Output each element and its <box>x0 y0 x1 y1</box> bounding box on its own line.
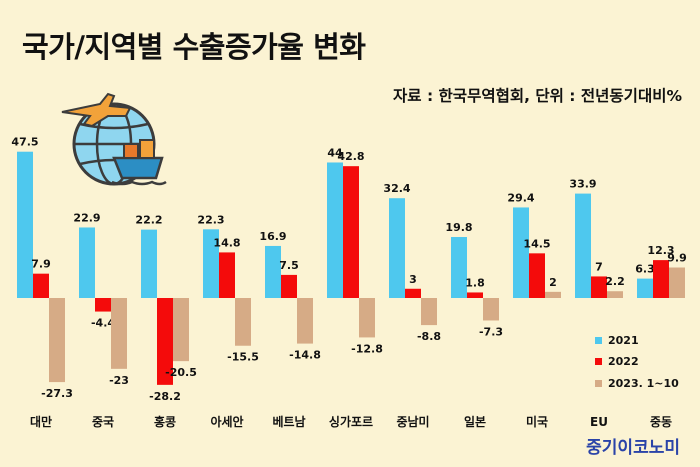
bar-2022-4 <box>281 274 297 298</box>
bar-2023-0 <box>49 298 65 383</box>
bar-2021-8 <box>513 207 529 298</box>
bar-2023-4 <box>297 298 313 344</box>
data-label-2021-6: 32.4 <box>383 182 410 195</box>
data-label-2022-1: -4.4 <box>91 317 115 330</box>
category-label-3: 아세안 <box>210 414 243 429</box>
bar-2023-7 <box>483 298 499 321</box>
category-label-5: 싱가포르 <box>329 414 373 429</box>
data-label-2023-2: -20.5 <box>165 366 197 379</box>
bar-2021-5 <box>327 162 343 298</box>
bar-2022-3 <box>219 252 235 298</box>
category-label-7: 일본 <box>464 415 486 429</box>
legend-swatch-2023 <box>595 380 602 387</box>
bar-2021-6 <box>389 198 405 298</box>
bar-2023-10 <box>669 267 685 298</box>
category-label-4: 베트남 <box>272 414 305 429</box>
bar-2021-2 <box>141 229 157 298</box>
data-label-2022-10: 12.3 <box>647 244 674 257</box>
data-label-2023-10: 9.9 <box>667 252 687 265</box>
legend-label-2021: 2021 <box>608 334 639 347</box>
data-label-2023-4: -14.8 <box>289 349 321 362</box>
category-label-6: 중남미 <box>396 414 429 429</box>
data-label-2022-6: 3 <box>409 273 417 286</box>
data-label-2023-8: 2 <box>549 276 557 289</box>
bar-2022-8 <box>529 253 545 298</box>
bar-2022-2 <box>157 298 173 385</box>
data-label-2021-0: 47.5 <box>11 136 38 149</box>
bar-2022-5 <box>343 166 359 298</box>
bar-2022-9 <box>591 276 607 298</box>
bar-2021-10 <box>637 278 653 298</box>
bar-2023-1 <box>111 298 127 369</box>
legend-item-2021: 2021 <box>595 334 639 347</box>
bar-2023-9 <box>607 291 623 298</box>
bar-2023-3 <box>235 298 251 346</box>
data-label-2023-5: -12.8 <box>351 342 383 355</box>
data-label-2023-9: 2.2 <box>605 275 625 288</box>
data-label-2021-8: 29.4 <box>507 191 534 204</box>
data-label-2021-10: 6.3 <box>635 263 655 276</box>
data-label-2022-2: -28.2 <box>149 390 181 403</box>
bar-2021-0 <box>17 151 33 298</box>
bar-2021-7 <box>451 237 467 298</box>
data-label-2021-2: 22.2 <box>135 214 162 227</box>
bar-2023-2 <box>173 298 189 362</box>
data-label-2022-0: 7.9 <box>31 258 51 271</box>
bar-2023-8 <box>545 291 561 298</box>
bar-2022-10 <box>653 260 669 298</box>
data-label-2021-4: 16.9 <box>259 230 286 243</box>
category-label-10: 중동 <box>650 415 672 429</box>
legend-item-2022: 2022 <box>595 355 639 368</box>
category-label-0: 대만 <box>30 414 52 429</box>
data-label-2023-3: -15.5 <box>227 351 259 364</box>
data-label-2021-9: 33.9 <box>569 178 596 191</box>
bar-2021-3 <box>203 229 219 298</box>
data-label-2021-3: 22.3 <box>197 213 224 226</box>
legend-label-2023: 2023. 1~10 <box>608 377 679 390</box>
data-label-2021-1: 22.9 <box>73 211 100 224</box>
category-label-8: 미국 <box>526 414 548 429</box>
legend-swatch-2022 <box>595 358 602 365</box>
bar-2021-9 <box>575 193 591 298</box>
category-label-1: 중국 <box>92 415 114 429</box>
legend-swatch-2021 <box>595 337 602 344</box>
bar-2021-1 <box>79 227 95 298</box>
legend-item-2023: 2023. 1~10 <box>595 377 679 390</box>
bar-2022-7 <box>467 292 483 298</box>
bar-2022-0 <box>33 273 49 298</box>
globe-trade-icon <box>61 92 167 186</box>
data-label-2022-8: 14.5 <box>523 237 550 250</box>
data-label-2022-4: 7.5 <box>279 259 299 272</box>
data-label-2022-3: 14.8 <box>213 236 240 249</box>
data-label-2021-5: 44 <box>327 146 343 159</box>
category-label-9: EU <box>590 415 608 429</box>
bar-2023-5 <box>359 298 375 338</box>
data-label-2022-9: 7 <box>595 260 603 273</box>
source-note: 자료 : 한국무역협회, 단위 : 전년동기대비% <box>393 87 682 105</box>
bar-2022-1 <box>95 298 111 312</box>
bar-2023-6 <box>421 298 437 326</box>
data-label-2023-0: -27.3 <box>41 387 73 400</box>
data-label-2021-7: 19.8 <box>445 221 472 234</box>
data-label-2022-5: 42.8 <box>337 150 364 163</box>
chart-title: 국가/지역별 수출증가율 변화 <box>22 30 366 64</box>
category-label-2: 홍콩 <box>154 414 176 429</box>
data-label-2023-1: -23 <box>109 374 129 387</box>
data-label-2023-7: -7.3 <box>479 325 503 338</box>
data-label-2022-7: 1.8 <box>465 276 485 289</box>
brand-logo-text: 중기이코노미 <box>586 438 680 458</box>
data-label-2023-6: -8.8 <box>417 330 441 343</box>
legend-label-2022: 2022 <box>608 355 639 368</box>
bar-2021-4 <box>265 245 281 298</box>
bar-2022-6 <box>405 288 421 298</box>
